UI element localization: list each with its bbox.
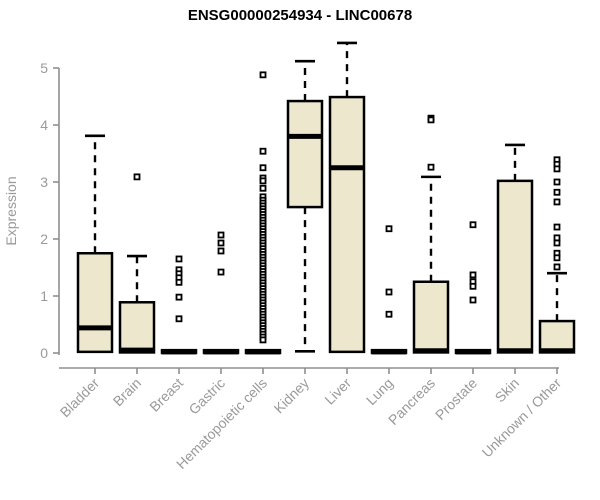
- x-tick-label: Bladder: [57, 375, 103, 421]
- x-tick-label: Kidney: [271, 375, 313, 417]
- iqr-box: [286, 99, 324, 209]
- outlier-point: [217, 239, 225, 247]
- outlier-point: [259, 164, 267, 172]
- x-tick-label: Skin: [492, 375, 523, 406]
- outlier-point: [553, 254, 561, 262]
- box-bladder: [76, 134, 114, 354]
- iqr-box: [412, 280, 450, 354]
- outlier-point: [469, 221, 477, 229]
- x-tick-label: Prostate: [432, 375, 480, 423]
- box-breast: [160, 255, 198, 355]
- y-tick-label: 0: [40, 345, 48, 361]
- box-hematopoietic-cells: [244, 71, 282, 355]
- outlier-point: [175, 293, 183, 301]
- outlier-point: [385, 225, 393, 233]
- iqr-box: [538, 319, 576, 354]
- outlier-point: [469, 296, 477, 304]
- outlier-point: [175, 255, 183, 263]
- outlier-point: [385, 310, 393, 318]
- iqr-box: [496, 179, 534, 354]
- outlier-point: [553, 165, 561, 173]
- outlier-point: [259, 147, 267, 155]
- outlier-point: [217, 247, 225, 255]
- outlier-point: [175, 278, 183, 286]
- outlier-point: [175, 315, 183, 323]
- iqr-box: [76, 252, 114, 354]
- iqr-box: [328, 95, 366, 354]
- x-tick-label: Unknown / Other: [479, 375, 565, 461]
- chart-title: ENSG00000254934 - LINC00678: [188, 7, 412, 24]
- outlier-point: [217, 231, 225, 239]
- outlier-point: [217, 268, 225, 276]
- box-pancreas: [412, 114, 450, 354]
- box-lung: [370, 225, 408, 355]
- outlier-point: [553, 198, 561, 206]
- y-axis: 0 1 2 3 4 5: [40, 60, 60, 361]
- y-tick-label: 4: [40, 117, 48, 133]
- outlier-point: [427, 163, 435, 171]
- y-tick-label: 3: [40, 174, 48, 190]
- outlier-point: [259, 177, 267, 185]
- y-tick-label: 5: [40, 60, 48, 76]
- y-axis-label: Expression: [3, 176, 19, 245]
- outlier-point: [553, 263, 561, 271]
- outlier-point: [385, 288, 393, 296]
- x-tick-label: Lung: [363, 375, 396, 408]
- outlier-point: [553, 223, 561, 231]
- outlier-point: [259, 184, 267, 192]
- box-brain: [118, 173, 156, 354]
- box-prostate: [454, 221, 492, 355]
- outlier-point: [259, 71, 267, 79]
- outlier-point: [553, 178, 561, 186]
- x-tick-label: Pancreas: [385, 375, 438, 428]
- outlier-point: [469, 282, 477, 290]
- outlier-point: [427, 116, 435, 124]
- box-gastric: [202, 231, 240, 355]
- iqr-box: [118, 301, 156, 354]
- y-tick-label: 2: [40, 231, 48, 247]
- outlier-point: [469, 271, 477, 279]
- box-liver: [328, 41, 366, 354]
- plot-area: [76, 41, 576, 355]
- y-tick-label: 1: [40, 288, 48, 304]
- outlier-point: [259, 336, 267, 344]
- outlier-point: [133, 173, 141, 181]
- x-tick-label: Liver: [321, 375, 354, 408]
- outlier-point: [553, 239, 561, 247]
- box-kidney: [286, 59, 324, 353]
- box-unknown-other: [538, 156, 576, 354]
- outlier-point: [553, 188, 561, 196]
- x-tick-label: Breast: [146, 375, 186, 415]
- box-skin: [496, 143, 534, 354]
- x-tick-label: Brain: [110, 375, 144, 409]
